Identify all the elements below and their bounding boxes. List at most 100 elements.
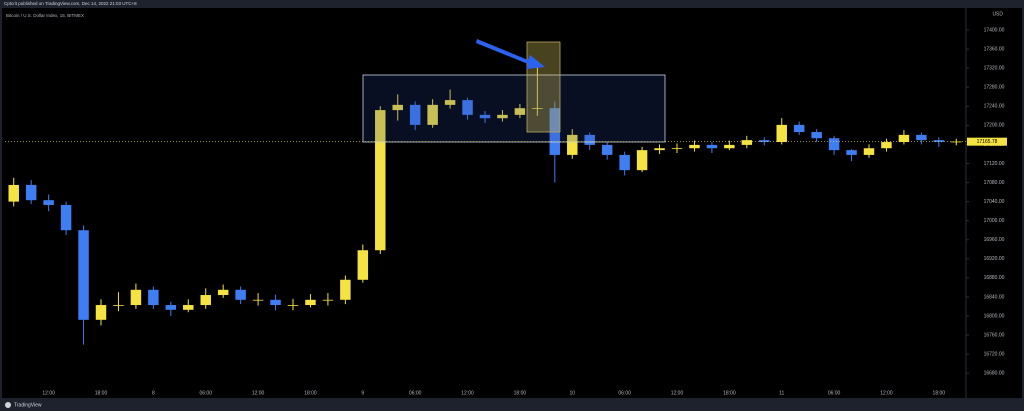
candle-body [60,204,72,231]
candle-body [43,200,54,205]
candle-body [916,134,927,141]
candle-body [217,289,229,296]
x-tick-label: 06:00 [409,390,422,396]
y-tick-label: 16880.00 [984,275,1005,281]
candle-body [235,289,246,300]
candle-body [636,150,648,171]
y-tick-label: 16920.00 [984,256,1005,262]
candle-body [340,279,351,300]
candle-body [165,305,177,310]
candle-body [846,150,857,155]
x-tick-label: 18:00 [95,390,108,396]
y-tick-label: 17120.00 [984,161,1005,167]
candle-body [689,144,700,149]
symbol-title: Bitcoin / U.S. Dollar Index, 15, BITMEX [6,13,84,18]
y-tick-label: 17320.00 [984,65,1005,71]
candle-body [567,134,578,155]
candle-body [479,114,491,119]
x-tick-label: 12:00 [671,390,684,396]
candle-body [357,250,369,280]
candle-body [514,108,526,115]
candle-body [654,148,665,151]
candle-body [497,114,508,119]
candle-body [933,140,945,143]
y-tick-label: 17280.00 [984,85,1005,91]
y-tick-label: 16720.00 [984,351,1005,357]
y-tick-label: 17000.00 [984,218,1005,224]
x-tick-label: 18:00 [304,390,317,396]
x-tick-label: 06:00 [199,390,212,396]
currency: USD [992,11,1003,17]
candle-body [427,104,438,125]
candle-body [8,184,19,202]
y-tick-label: 17400.00 [984,27,1005,33]
candle-body [811,132,822,139]
y-tick-label: 16960.00 [984,237,1005,243]
candle-body [25,184,37,201]
y-tick-label: 16760.00 [984,332,1005,338]
price-tag [967,137,1007,146]
candle-body [759,140,770,143]
candle-body [252,299,264,301]
candle-body [270,299,281,306]
time-axis [2,386,1022,398]
candle-body [706,144,718,149]
price-label: 17165.78 [977,139,998,145]
candle-body [724,144,735,149]
y-tick-label: 17080.00 [984,180,1005,186]
x-tick-label: 8 [152,390,155,396]
y-tick-label: 17200.00 [984,123,1005,129]
candle-body [584,134,595,145]
candle-body [130,289,142,306]
candle-body [113,305,124,306]
candle-body [549,108,561,155]
x-tick-label: 12:00 [42,390,55,396]
x-tick-label: 11 [779,390,784,396]
publish-note: Cptcrit published on TradingView.com, De… [4,1,137,6]
candle-body [95,305,107,320]
candle-body [601,144,613,155]
candle-body [619,154,630,171]
candle-body [741,140,753,145]
brand-logo [5,402,11,408]
x-tick-label: 12:00 [461,390,474,396]
range-box [362,74,666,143]
y-tick-label: 17040.00 [984,199,1005,205]
candle-body [183,305,194,310]
candle-body [462,100,473,115]
candle-body [444,100,456,105]
candle-body [305,299,316,306]
brand: TradingView [14,402,42,408]
candle-body [375,110,386,251]
x-tick-label: 18:00 [723,390,736,396]
x-tick-label: 06:00 [618,390,631,396]
y-tick-label: 16800.00 [984,313,1005,319]
candle-body [78,230,89,320]
candle-body [671,148,683,150]
candle-body [532,108,543,109]
candle-body [776,124,787,143]
y-tick-label: 16680.00 [984,371,1005,377]
x-tick-label: 12:00 [880,390,893,396]
candle-body [287,305,299,306]
price-axis [966,8,1022,386]
candle-body [881,142,892,149]
candle-body [793,124,805,133]
y-tick-label: 17240.00 [984,104,1005,110]
highlight-box [526,41,561,133]
candle-body [322,299,334,301]
plot-area [2,8,966,386]
candle-body [392,104,403,111]
y-tick-label: 17360.00 [984,46,1005,52]
x-tick-label: 10 [569,390,575,396]
candle-body [863,148,875,155]
candle-body [828,138,840,151]
candle-body [409,104,421,125]
candle-body [200,295,211,306]
x-tick-label: 18:00 [514,390,527,396]
x-tick-label: 12:00 [252,390,265,396]
candle-body [148,289,159,306]
y-tick-label: 16840.00 [984,294,1005,300]
x-tick-label: 18:00 [933,390,946,396]
